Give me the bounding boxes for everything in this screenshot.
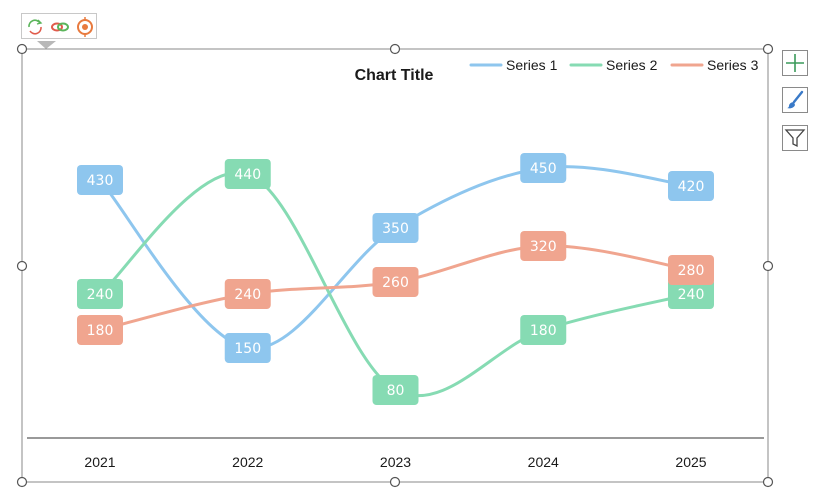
series-line[interactable] [98, 165, 693, 350]
data-label-box [77, 315, 123, 345]
target-icon[interactable] [74, 16, 96, 38]
resize-handle-bottom-right[interactable] [762, 476, 774, 488]
data-label-value: 440 [234, 167, 261, 183]
resize-handle-top-left[interactable] [16, 43, 28, 55]
resize-handle-left[interactable] [16, 260, 28, 272]
data-label-value: 180 [87, 323, 114, 339]
data-label-value: 150 [234, 341, 261, 357]
data-label[interactable]: 80 [372, 375, 419, 405]
resize-handle-right[interactable] [762, 260, 774, 272]
data-label[interactable]: 180 [77, 315, 123, 345]
chart-styles-button[interactable] [782, 87, 808, 113]
data-label-value: 260 [382, 275, 409, 291]
x-tick-label: 2023 [380, 454, 411, 470]
chart-title[interactable]: Chart Title [355, 67, 434, 84]
data-label-value: 430 [87, 173, 114, 189]
data-label[interactable]: 320 [520, 231, 567, 261]
link-icon[interactable] [49, 16, 71, 38]
data-label[interactable]: 240 [77, 279, 123, 309]
resize-handle-top[interactable] [389, 43, 401, 55]
chart-area-frame[interactable] [21, 48, 769, 483]
data-label-value: 240 [87, 287, 114, 303]
x-tick-label: 2021 [84, 454, 115, 470]
resize-handle-bottom-left[interactable] [16, 476, 28, 488]
data-label[interactable]: 430 [77, 165, 123, 195]
data-label-box [77, 165, 123, 195]
data-label[interactable]: 240 [668, 279, 714, 309]
data-label[interactable]: 150 [224, 333, 271, 363]
x-axis-ticks: 2021 2022 2023 2024 2025 [84, 454, 706, 470]
data-label-box [224, 159, 271, 189]
data-label-box [520, 153, 567, 183]
data-label-box [372, 267, 419, 297]
data-label-box [668, 279, 714, 309]
x-tick-label: 2024 [528, 454, 559, 470]
chart-filters-button[interactable] [782, 125, 808, 151]
data-label[interactable]: 440 [224, 159, 271, 189]
data-label-value: 350 [382, 221, 409, 237]
data-label-value: 240 [678, 287, 705, 303]
data-label-value: 320 [530, 239, 557, 255]
legend-label: Series 2 [606, 57, 658, 73]
data-label-value: 420 [678, 179, 705, 195]
data-label-box [224, 279, 271, 309]
data-label-box [668, 171, 714, 201]
resize-handle-bottom[interactable] [389, 476, 401, 488]
data-label[interactable]: 260 [372, 267, 419, 297]
data-label-box [77, 279, 123, 309]
data-label[interactable]: 420 [668, 171, 714, 201]
data-label[interactable]: 350 [372, 213, 419, 243]
data-label-box [224, 333, 271, 363]
data-label-box [520, 315, 567, 345]
data-label-value: 80 [387, 383, 405, 399]
data-label-box [668, 255, 714, 285]
chart-styles-brush-icon [787, 90, 804, 109]
legend[interactable]: Series 1 Series 2 Series 3 [469, 57, 759, 73]
data-label[interactable]: 180 [520, 315, 567, 345]
mini-toolbar [21, 13, 97, 39]
data-label-box [520, 231, 567, 261]
data-label-value: 450 [530, 161, 557, 177]
data-label[interactable]: 240 [224, 279, 271, 309]
legend-entry[interactable]: Series 2 [569, 57, 658, 73]
refresh-icon[interactable] [24, 16, 46, 38]
data-labels: 430 150 350 450 420 240 440 80 180 240 180 240 260 32… [77, 153, 714, 405]
chart-filters-funnel-icon [784, 129, 806, 148]
chart-elements-plus-icon [786, 54, 804, 72]
data-label-value: 240 [234, 287, 261, 303]
toolbar-caret [37, 41, 56, 49]
selection-handles[interactable] [16, 43, 774, 488]
legend-entry[interactable]: Series 1 [469, 57, 558, 73]
legend-label: Series 1 [506, 57, 558, 73]
data-label-value: 280 [678, 263, 705, 279]
data-label[interactable]: 280 [668, 255, 714, 285]
chart-elements-button[interactable] [782, 50, 808, 76]
data-label-value: 180 [530, 323, 557, 339]
data-label-box [372, 213, 419, 243]
legend-entry[interactable]: Series 3 [670, 57, 759, 73]
x-tick-label: 2025 [675, 454, 706, 470]
resize-handle-top-right[interactable] [762, 43, 774, 55]
data-label[interactable]: 450 [520, 153, 567, 183]
data-label-box [372, 375, 419, 405]
x-tick-label: 2022 [232, 454, 263, 470]
legend-label: Series 3 [707, 57, 759, 73]
